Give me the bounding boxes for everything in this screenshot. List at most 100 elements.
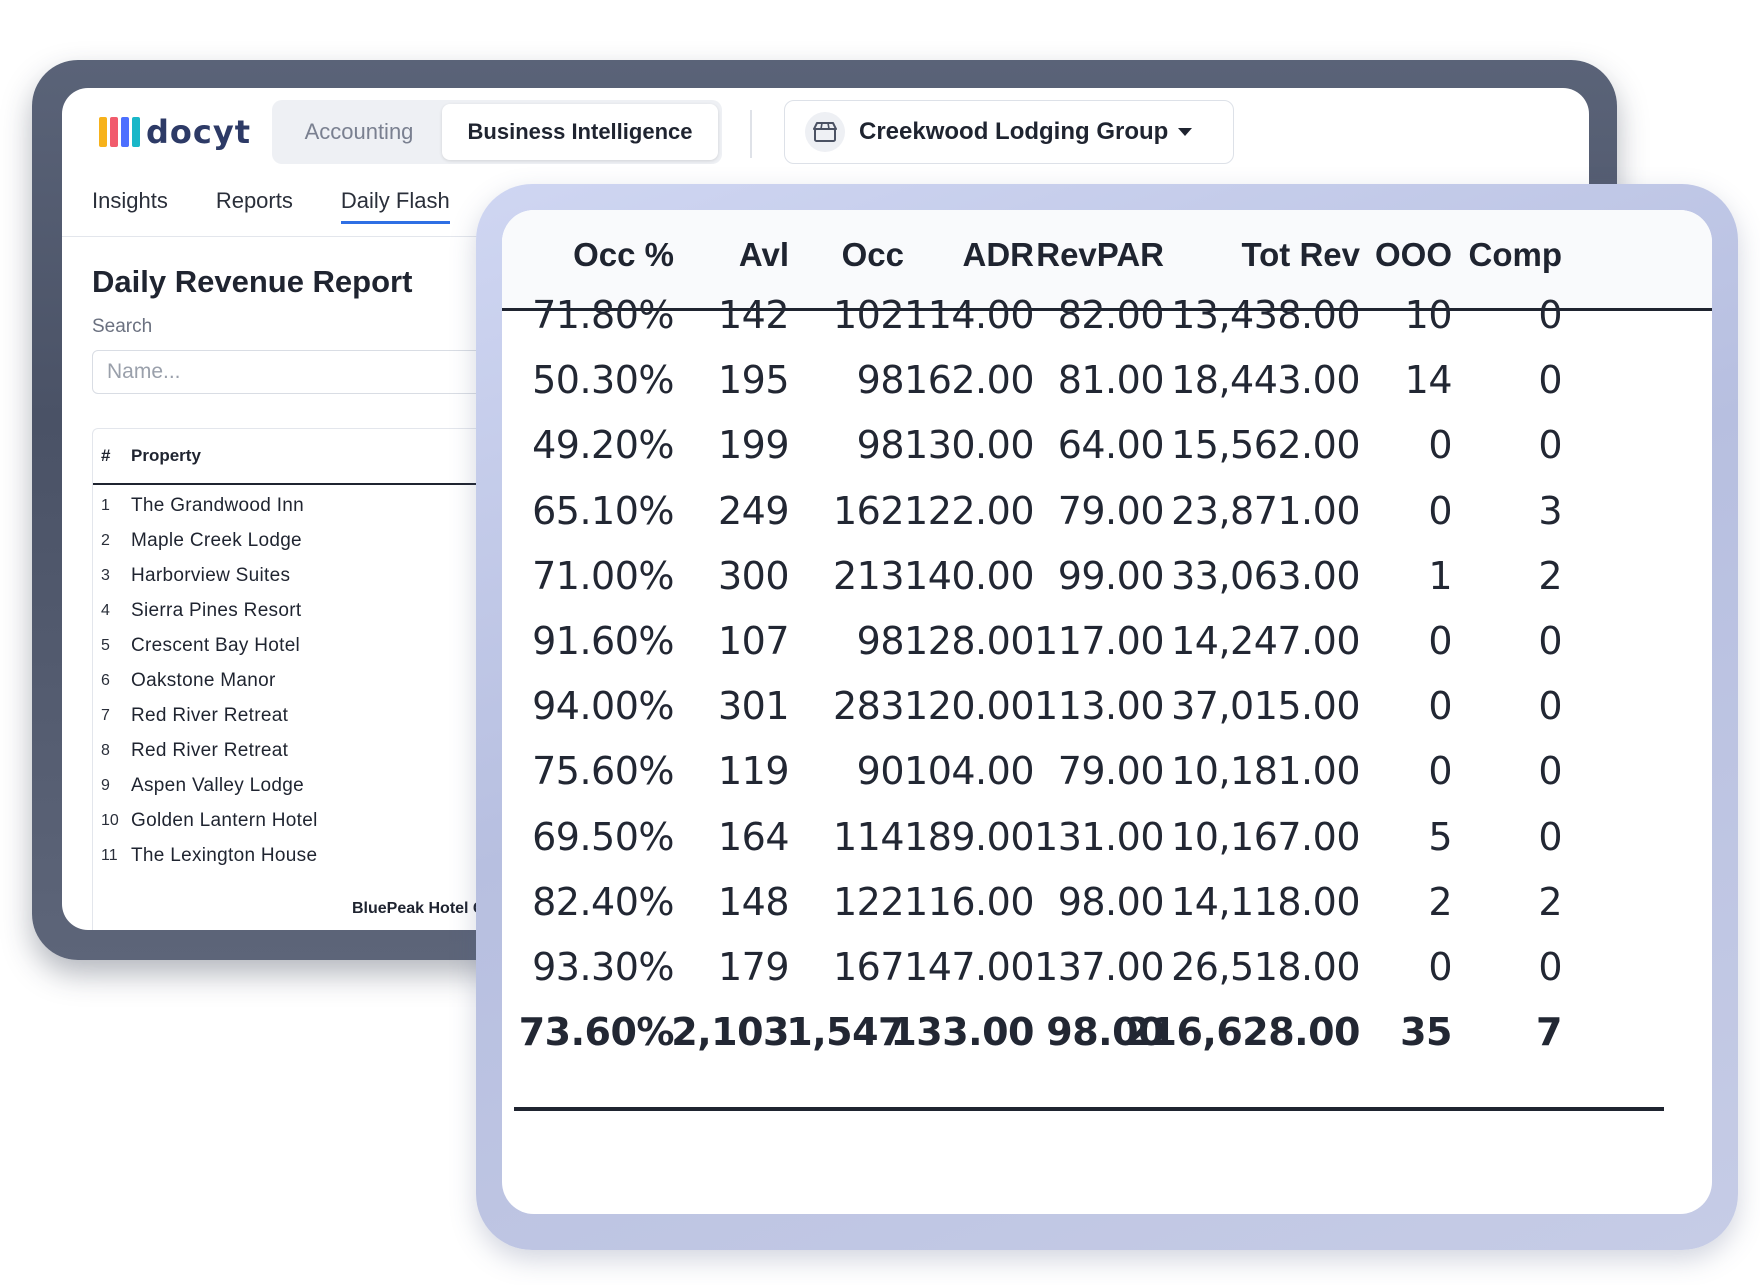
cell-comp: 0 (1538, 619, 1562, 663)
total-occ-pct: 73.60% (518, 1010, 675, 1054)
header-divider (750, 110, 752, 158)
cell-adr: 128.00 (904, 619, 1034, 663)
cell-revpar: 113.00 (1034, 684, 1164, 729)
cell-revpar: 79.00 (1057, 488, 1165, 533)
property-name: Red River Retreat (131, 740, 289, 761)
list-item[interactable]: 7 Red River Retreat (93, 697, 513, 735)
property-name: Crescent Bay Hotel (131, 635, 301, 656)
tab-business-intelligence[interactable]: Business Intelligence (442, 104, 718, 160)
cell-occ-pct: 75.60% (532, 749, 674, 794)
cell-comp: 2 (1538, 553, 1562, 598)
header-ooo: OOO (1374, 236, 1452, 273)
cell-comp: 2 (1538, 879, 1562, 924)
nav-daily-flash[interactable]: Daily Flash (340, 188, 450, 224)
cell-revpar: 99.00 (1057, 553, 1165, 598)
company-selector[interactable]: Creekwood Lodging Group (784, 100, 1234, 164)
total-revpar: 98.00 (1046, 1010, 1164, 1054)
cell-comp: 0 (1538, 814, 1562, 859)
cell-avl: 179 (717, 945, 790, 989)
cell-adr: 140.00 (904, 553, 1034, 598)
header-number: # (101, 446, 111, 465)
property-name: Sierra Pines Resort (131, 600, 302, 621)
cell-avl: 249 (717, 488, 790, 533)
cell-comp: 0 (1538, 423, 1562, 468)
row-number: 10 (101, 812, 119, 829)
cell-tot-rev: 15,562.00 (1171, 423, 1360, 468)
cell-occ-pct: 69.50% (532, 814, 674, 859)
property-name: Red River Retreat (131, 705, 289, 726)
cell-occ-pct: 49.20% (532, 423, 674, 468)
list-item[interactable]: 11 The Lexington House (93, 837, 513, 875)
cell-ooo: 0 (1428, 619, 1452, 663)
property-name: Golden Lantern Hotel (131, 810, 318, 831)
total-avl: 2,103 (671, 1010, 789, 1054)
cell-adr: 122.00 (904, 488, 1034, 533)
cell-ooo: 0 (1428, 423, 1452, 468)
cell-revpar: 137.00 (1034, 945, 1164, 989)
cell-adr: 116.00 (904, 879, 1034, 924)
search-input[interactable]: Name... (92, 350, 512, 394)
cell-occ: 162 (832, 488, 905, 533)
total-adr: 133.00 (890, 1010, 1034, 1054)
nav-reports[interactable]: Reports (215, 188, 293, 213)
row-number: 2 (101, 532, 110, 549)
list-item[interactable]: 3 Harborview Suites (93, 557, 513, 595)
row-number: 8 (101, 742, 110, 759)
list-item[interactable]: 5 Crescent Bay Hotel (93, 627, 513, 665)
cell-ooo: 0 (1428, 488, 1452, 533)
header-property[interactable]: Property (131, 446, 201, 465)
property-name: Oakstone Manor (131, 670, 276, 691)
company-name: Creekwood Lodging Group (859, 118, 1169, 145)
cell-revpar: 79.00 (1057, 749, 1165, 794)
page-title: Daily Revenue Report (92, 264, 413, 299)
row-number: 3 (101, 567, 110, 584)
cell-adr: 120.00 (904, 684, 1034, 729)
table-header (502, 210, 1712, 311)
cell-revpar: 131.00 (1034, 814, 1164, 859)
list-item[interactable]: 8 Red River Retreat (93, 732, 513, 770)
total-tot-rev: 216,628.00 (1124, 1010, 1361, 1054)
cell-tot-rev: 23,871.00 (1171, 488, 1360, 533)
cell-revpar: 81.00 (1057, 358, 1165, 403)
list-item[interactable]: 2 Maple Creek Lodge (93, 522, 513, 560)
cell-occ: 98 (856, 358, 905, 403)
cell-adr: 189.00 (904, 814, 1034, 859)
cell-occ: 98 (856, 619, 905, 663)
cell-ooo: 2 (1428, 879, 1452, 924)
list-item[interactable]: 6 Oakstone Manor (93, 662, 513, 700)
property-name: Maple Creek Lodge (131, 530, 302, 551)
cell-avl: 164 (717, 814, 790, 859)
list-item[interactable]: 1 The Grandwood Inn (93, 487, 513, 525)
docyt-logo[interactable]: docyt (99, 112, 251, 152)
cell-revpar: 98.00 (1057, 879, 1165, 924)
cell-comp: 0 (1538, 293, 1562, 337)
list-item[interactable]: 10 Golden Lantern Hotel (93, 802, 513, 840)
cell-adr: 147.00 (904, 945, 1034, 989)
tab-accounting[interactable]: Accounting (304, 119, 414, 144)
cell-occ-pct: 50.30% (532, 358, 674, 403)
header-tot-rev: Tot Rev (1241, 236, 1360, 273)
cell-occ-pct: 93.30% (532, 945, 674, 989)
cell-ooo: 0 (1428, 684, 1452, 729)
nav-insights[interactable]: Insights (92, 188, 168, 213)
search-label: Search (92, 316, 153, 337)
cell-avl: 107 (717, 619, 790, 663)
header-occ-pct: Occ % (573, 236, 674, 273)
list-item[interactable]: 4 Sierra Pines Resort (93, 592, 513, 630)
cell-tot-rev: 10,167.00 (1171, 814, 1360, 859)
totals-divider (514, 1107, 1664, 1111)
cell-tot-rev: 37,015.00 (1171, 684, 1360, 729)
cell-comp: 0 (1538, 945, 1562, 989)
cell-tot-rev: 18,443.00 (1171, 358, 1360, 403)
row-number: 4 (101, 602, 110, 619)
header-comp: Comp (1468, 236, 1563, 273)
row-number: 1 (101, 497, 110, 514)
row-number: 5 (101, 637, 110, 654)
total-comp: 7 (1536, 1010, 1562, 1054)
cell-tot-rev: 14,118.00 (1171, 879, 1360, 924)
cell-ooo: 14 (1404, 358, 1453, 403)
cell-tot-rev: 10,181.00 (1171, 749, 1360, 794)
cell-tot-rev: 14,247.00 (1171, 619, 1360, 663)
row-number: 9 (101, 777, 110, 794)
list-item[interactable]: 9 Aspen Valley Lodge (93, 767, 513, 805)
